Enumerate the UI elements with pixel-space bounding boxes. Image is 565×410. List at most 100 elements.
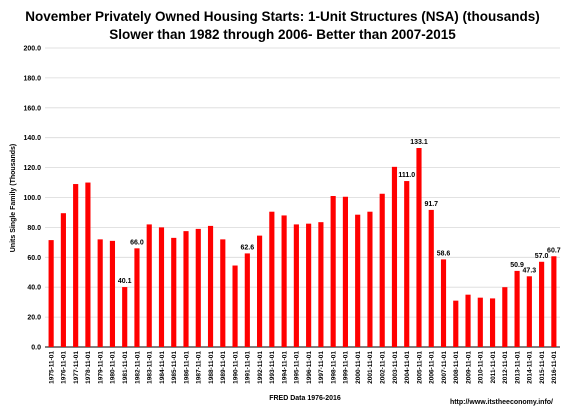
bar [134, 248, 140, 347]
x-tick-label: 2009-11-01 [465, 351, 472, 384]
bar [489, 298, 496, 347]
bar [355, 214, 361, 347]
data-label: 50.9 [510, 262, 524, 269]
y-tick-label: 80.0 [27, 225, 41, 232]
data-label: 58.6 [437, 250, 451, 257]
x-tick-label: 1979-11-01 [97, 351, 104, 384]
x-tick-label: 1981-11-01 [122, 351, 129, 384]
bar [342, 196, 348, 347]
source-url: http://www.itstheeconomy.info/ [450, 399, 553, 406]
data-label: 91.7 [424, 201, 438, 208]
bar [207, 225, 214, 347]
gridlines [45, 47, 560, 348]
bar [404, 181, 410, 347]
x-tick-label: 1984-11-01 [159, 351, 166, 384]
data-label: 62.6 [241, 244, 255, 251]
bars [48, 148, 557, 347]
y-axis-ticks: 0.0 20.0 40.0 60.0 80.0 100.0 120.0 140.0 160.0 1… [23, 46, 41, 352]
x-tick-label: 2007-11-01 [441, 351, 448, 384]
bar [220, 239, 226, 347]
bar [416, 148, 422, 347]
bar [330, 196, 336, 347]
bar [514, 270, 520, 347]
bar [269, 211, 275, 347]
bar [257, 235, 263, 347]
x-tick-label: 1980-11-01 [110, 351, 117, 384]
x-tick-label: 1977-11-01 [73, 351, 80, 384]
y-tick-label: 160.0 [23, 105, 41, 112]
x-tick-label: 2008-11-01 [453, 351, 460, 384]
x-tick-label: 2015-11-01 [539, 351, 546, 384]
y-tick-label: 60.0 [27, 255, 41, 262]
x-tick-label: 1976-11-01 [61, 351, 68, 384]
bar [85, 182, 91, 347]
y-tick-label: 140.0 [23, 135, 41, 142]
x-tick-label: 2012-11-01 [502, 351, 509, 384]
data-label: 111.0 [398, 172, 415, 179]
bar [48, 240, 54, 347]
x-tick-label: 2011-11-01 [490, 351, 497, 384]
x-tick-label: 1994-11-01 [281, 351, 288, 384]
bar [477, 297, 483, 347]
bar [391, 166, 398, 347]
data-label: 133.1 [410, 139, 428, 146]
x-tick-label: 2004-11-01 [404, 351, 411, 384]
x-axis-title: FRED Data 1976-2016 [269, 395, 341, 402]
x-tick-label: 2013-11-01 [514, 351, 521, 384]
bar [97, 239, 103, 347]
y-tick-label: 200.0 [23, 46, 41, 53]
data-labels: 40.1 66.0 62.6 111.0 133.1 91.7 58.6 50.947.3 57… [118, 139, 561, 285]
bar [318, 222, 324, 347]
x-tick-label: 1992-11-01 [257, 351, 264, 384]
x-tick-label: 2016-11-01 [551, 351, 558, 384]
x-tick-label: 1975-11-01 [48, 351, 55, 384]
data-label: 60.7 [547, 247, 561, 254]
x-axis-ticks: 1975-11-01 1976-11-01 1977-11-01 1978-11-01… [48, 351, 558, 384]
bar [60, 213, 66, 347]
x-tick-label: 2005-11-01 [416, 351, 423, 384]
x-tick-label: 2002-11-01 [380, 351, 387, 384]
y-tick-label: 40.0 [27, 285, 41, 292]
x-tick-label: 1995-11-01 [294, 351, 301, 384]
y-tick-label: 0.0 [31, 345, 41, 352]
bar [526, 276, 532, 347]
chart-subtitle: Slower than 1982 through 2006- Better th… [109, 27, 456, 42]
x-tick-label: 1991-11-01 [245, 351, 252, 384]
bar [122, 287, 128, 347]
y-tick-label: 180.0 [23, 75, 41, 82]
bar [183, 231, 189, 347]
data-label: 57.0 [535, 253, 549, 260]
bar [146, 224, 152, 347]
x-tick-label: 2000-11-01 [355, 351, 362, 384]
bar [232, 265, 238, 347]
bar [539, 261, 545, 347]
data-label: 47.3 [523, 267, 537, 274]
x-tick-label: 1985-11-01 [171, 351, 178, 384]
bar [379, 193, 385, 347]
bar [158, 227, 165, 347]
chart-title: November Privately Owned Housing Starts:… [25, 9, 540, 24]
x-tick-label: 2001-11-01 [367, 351, 374, 384]
bar [281, 215, 287, 347]
bar [465, 294, 471, 347]
y-axis-title: Units Single Family (Thousands) [10, 144, 17, 253]
x-tick-label: 1978-11-01 [85, 351, 92, 384]
x-tick-label: 1996-11-01 [306, 351, 313, 384]
x-tick-label: 1997-11-01 [318, 351, 325, 384]
x-tick-label: 1986-11-01 [183, 351, 190, 384]
y-tick-label: 20.0 [27, 315, 41, 322]
bar [428, 209, 434, 347]
x-tick-label: 2014-11-01 [527, 351, 534, 384]
x-tick-label: 1990-11-01 [232, 351, 239, 384]
x-tick-label: 1983-11-01 [147, 351, 154, 384]
bar [293, 224, 299, 347]
x-tick-label: 2003-11-01 [392, 351, 399, 384]
bar [73, 184, 79, 347]
x-tick-label: 1987-11-01 [196, 351, 203, 384]
bar [440, 259, 447, 347]
bar [244, 253, 250, 347]
x-tick-label: 2010-11-01 [478, 351, 485, 384]
bar [502, 287, 508, 347]
y-tick-label: 100.0 [23, 195, 41, 202]
y-tick-label: 120.0 [23, 165, 41, 172]
